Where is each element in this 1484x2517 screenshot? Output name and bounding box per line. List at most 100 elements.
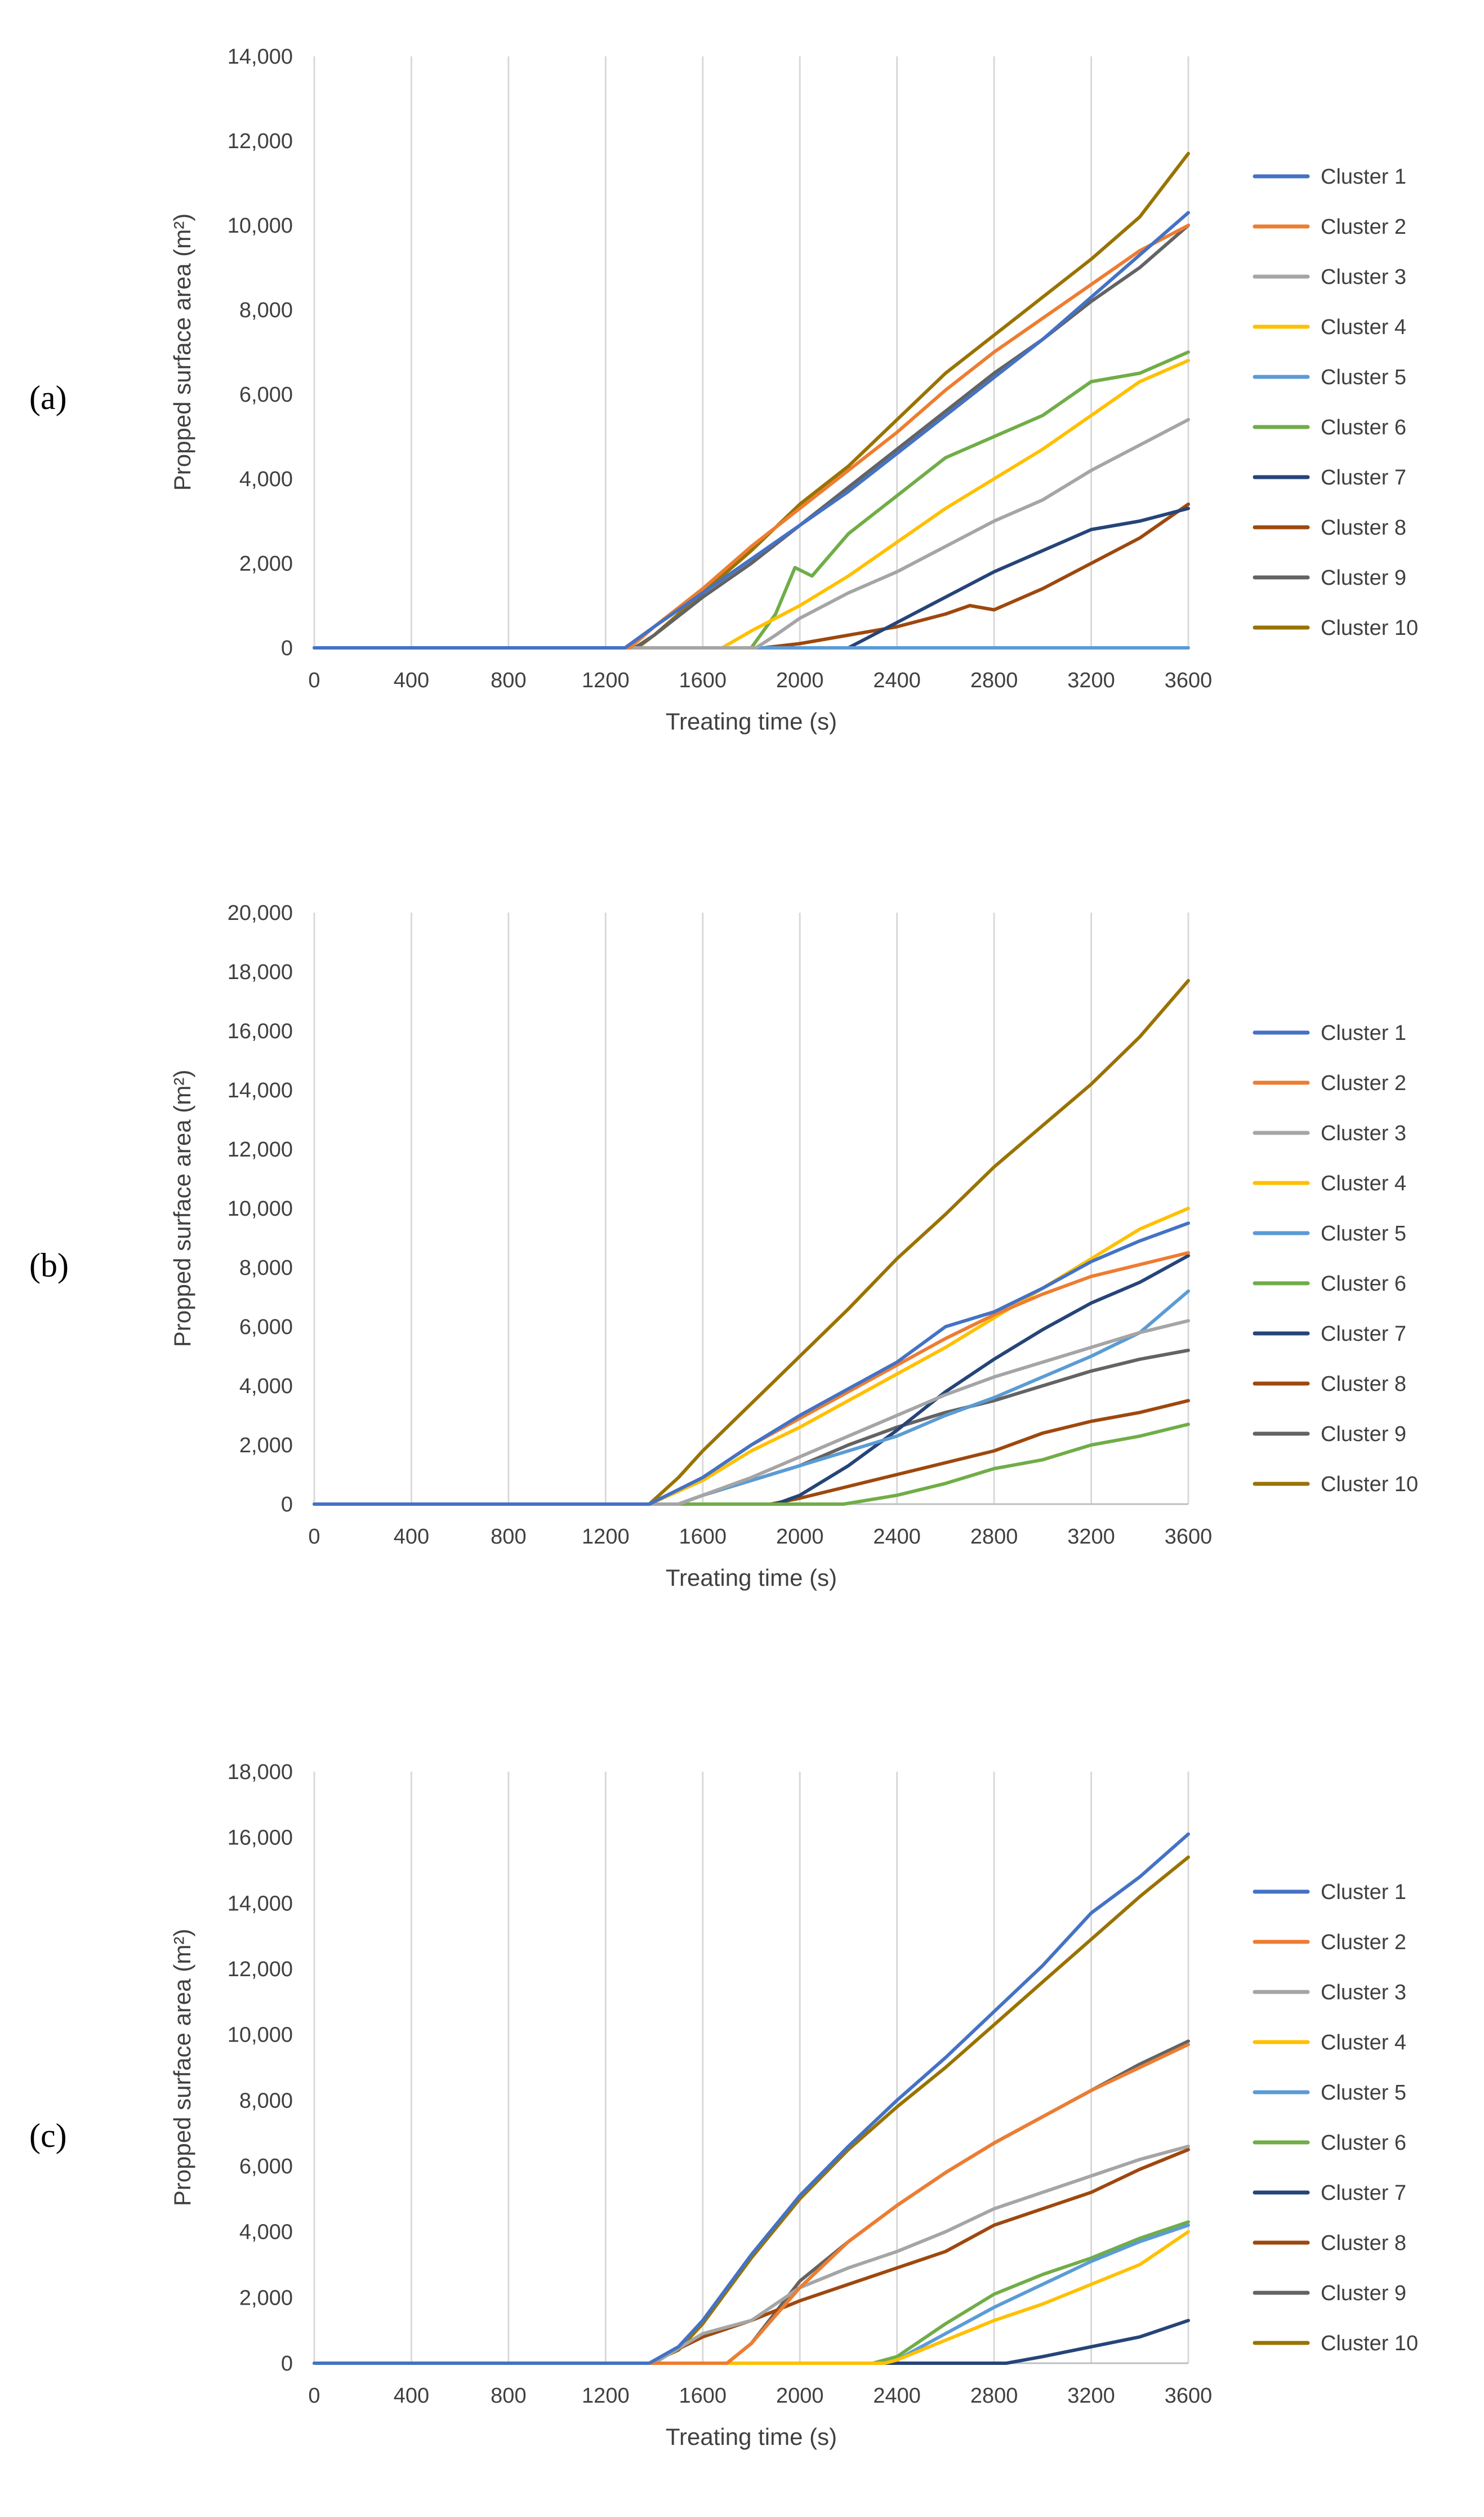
legend-label: Cluster 3 <box>1321 265 1406 289</box>
y-tick-label: 2,000 <box>239 2286 293 2310</box>
x-tick-label: 2400 <box>873 2384 921 2408</box>
legend-label: Cluster 4 <box>1321 2031 1406 2054</box>
x-tick-label: 2800 <box>970 2384 1018 2408</box>
legend: Cluster 1 Cluster 2 Cluster 3 Cluster 4 Clus… <box>1253 1880 1418 2355</box>
legend-label: Cluster 10 <box>1321 616 1418 640</box>
x-tick-label: 1200 <box>582 1525 630 1549</box>
y-tick-label: 10,000 <box>228 2024 293 2047</box>
x-tick-label: 1200 <box>582 2384 630 2408</box>
x-tick-label: 400 <box>394 669 429 692</box>
legend-label: Cluster 5 <box>1321 1222 1406 1246</box>
x-tick-label: 3600 <box>1165 2384 1213 2408</box>
legend-label: Cluster 10 <box>1321 2332 1418 2355</box>
series-line-cluster-4 <box>313 1207 1190 1506</box>
legend-label: Cluster 2 <box>1321 215 1406 239</box>
x-tick-label: 3600 <box>1165 1525 1213 1549</box>
y-tick-label: 14,000 <box>228 1079 293 1102</box>
chart-panel-c: (c) 0 400 800 1200 1600 2000 2400 2800 3200 3600 0… <box>0 1715 1484 2517</box>
legend-label: Cluster 5 <box>1321 2081 1406 2105</box>
y-tick-label: 2,000 <box>239 1434 293 1457</box>
y-tick-label: 12,000 <box>228 130 293 153</box>
y-tick-label: 16,000 <box>228 1020 293 1043</box>
x-tick-label: 800 <box>491 1525 526 1549</box>
x-tick-label: 1200 <box>582 669 630 692</box>
legend-label: Cluster 9 <box>1321 2282 1406 2305</box>
y-tick-label: 6,000 <box>239 2155 293 2178</box>
series-line-cluster-9 <box>313 224 1190 650</box>
chart-panel-b: (b) 0 400 800 1200 1600 2000 2400 2800 3200 3600 0… <box>0 856 1484 1645</box>
y-tick-label: 8,000 <box>239 1256 293 1280</box>
x-tick-label: 2800 <box>970 669 1018 692</box>
x-tick-label: 1600 <box>679 669 727 692</box>
legend-label: Cluster 1 <box>1321 165 1406 189</box>
line-chart: 0 400 800 1200 1600 2000 2400 2800 3200 3600 0 2,00… <box>169 45 1418 735</box>
x-tick-label: 0 <box>308 1525 320 1549</box>
series-line-cluster-1 <box>313 1832 1190 2365</box>
series-line-cluster-8 <box>313 2147 1190 2365</box>
legend-label: Cluster 7 <box>1321 466 1406 490</box>
y-tick-label: 0 <box>281 2352 293 2376</box>
y-tick-label: 0 <box>281 1493 293 1517</box>
x-tick-label: 2800 <box>970 1525 1018 1549</box>
x-tick-label: 1600 <box>679 1525 727 1549</box>
y-tick-label: 6,000 <box>239 383 293 407</box>
legend-label: Cluster 1 <box>1321 1021 1406 1045</box>
y-tick-label: 8,000 <box>239 2089 293 2113</box>
x-tick-label: 3200 <box>1067 669 1115 692</box>
x-tick-label: 1600 <box>679 2384 727 2408</box>
legend-label: Cluster 6 <box>1321 1272 1406 1296</box>
x-tick-label: 2000 <box>776 669 824 692</box>
legend-label: Cluster 8 <box>1321 516 1406 540</box>
series-line-cluster-3 <box>313 418 1190 650</box>
series-line-cluster-1 <box>313 211 1190 650</box>
y-tick-label: 14,000 <box>228 1892 293 1915</box>
x-tick-label: 2000 <box>776 1525 824 1549</box>
y-tick-label: 10,000 <box>228 1197 293 1221</box>
x-tick-label: 2000 <box>776 2384 824 2408</box>
legend-label: Cluster 2 <box>1321 1071 1406 1095</box>
y-tick-label: 2,000 <box>239 552 293 576</box>
y-tick-label: 8,000 <box>239 299 293 322</box>
legend: Cluster 1 Cluster 2 Cluster 3 Cluster 4 Clus… <box>1253 165 1418 640</box>
legend-label: Cluster 8 <box>1321 1372 1406 1396</box>
y-tick-label: 4,000 <box>239 468 293 491</box>
x-axis-title: Treating time (s) <box>666 2423 837 2450</box>
legend-label: Cluster 5 <box>1321 366 1406 389</box>
panel-label: (b) <box>29 1247 69 1284</box>
x-tick-label: 0 <box>308 2384 320 2408</box>
x-tick-label: 2400 <box>873 669 921 692</box>
y-tick-label: 10,000 <box>228 214 293 238</box>
series-line-cluster-6 <box>313 2220 1190 2365</box>
legend-label: Cluster 10 <box>1321 1473 1418 1496</box>
chart-panel-a: (a) 0 400 800 1200 1600 2000 2400 2800 3200 3600 0… <box>0 0 1484 789</box>
y-tick-label: 12,000 <box>228 1138 293 1162</box>
legend-label: Cluster 9 <box>1321 566 1406 590</box>
legend-label: Cluster 3 <box>1321 1981 1406 2004</box>
x-tick-label: 3200 <box>1067 2384 1115 2408</box>
x-tick-label: 400 <box>394 1525 429 1549</box>
line-chart: 0 400 800 1200 1600 2000 2400 2800 3200 3600 0 2,00… <box>169 1760 1418 2450</box>
series-line-cluster-4 <box>313 2230 1190 2365</box>
y-tick-label: 18,000 <box>228 960 293 984</box>
y-tick-label: 0 <box>281 637 293 660</box>
series-line-cluster-6 <box>313 350 1190 650</box>
x-tick-label: 800 <box>491 2384 526 2408</box>
y-axis-title: Propped surface area (m²) <box>169 1929 195 2207</box>
series-line-cluster-6 <box>313 1422 1190 1506</box>
y-tick-label: 6,000 <box>239 1315 293 1339</box>
x-axis-title: Treating time (s) <box>666 708 837 735</box>
legend-label: Cluster 3 <box>1321 1122 1406 1145</box>
y-tick-label: 14,000 <box>228 45 293 69</box>
legend: Cluster 1 Cluster 2 Cluster 3 Cluster 4 Clus… <box>1253 1021 1418 1496</box>
series-line-cluster-10 <box>313 979 1190 1506</box>
legend-label: Cluster 9 <box>1321 1422 1406 1446</box>
series-line-cluster-1 <box>313 1221 1190 1506</box>
legend-label: Cluster 7 <box>1321 1322 1406 1346</box>
y-tick-label: 12,000 <box>228 1958 293 1981</box>
series-line-cluster-8 <box>313 502 1190 650</box>
y-axis-title: Propped surface area (m²) <box>169 214 195 491</box>
line-chart: 0 400 800 1200 1600 2000 2400 2800 3200 3600 0 2,00… <box>169 901 1418 1591</box>
legend-label: Cluster 7 <box>1321 2181 1406 2205</box>
legend-label: Cluster 8 <box>1321 2231 1406 2255</box>
y-tick-label: 16,000 <box>228 1826 293 1850</box>
